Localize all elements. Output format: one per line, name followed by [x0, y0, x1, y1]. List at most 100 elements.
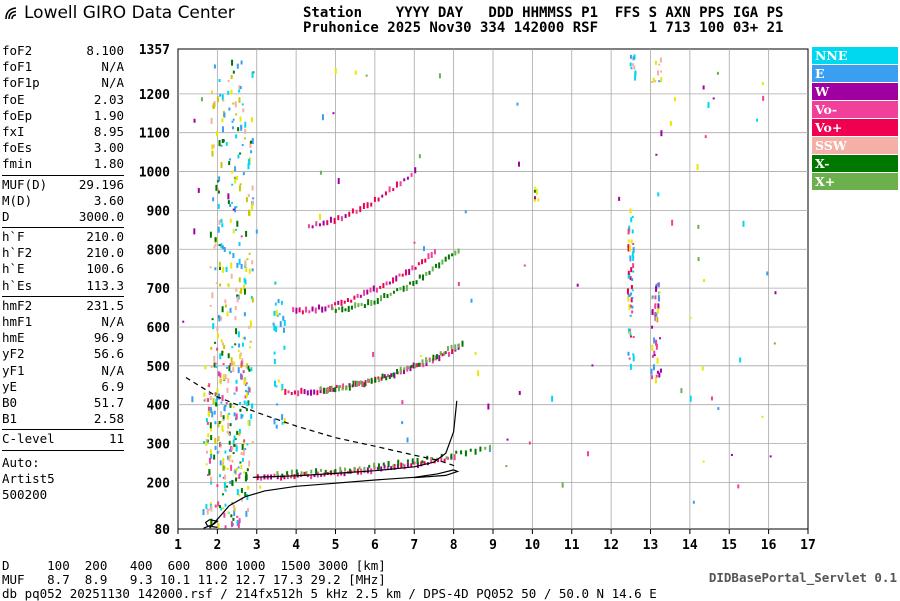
echo-point: [218, 315, 221, 322]
echo-point: [251, 260, 254, 265]
echo-trace-point: [396, 288, 399, 292]
echo-point: [651, 354, 654, 358]
y-tick-label: 300: [147, 438, 171, 453]
echo-point: [250, 367, 253, 372]
echo-point: [210, 453, 213, 459]
echo-point: [224, 503, 227, 507]
echo-point: [234, 166, 237, 172]
echo-point: [655, 153, 658, 156]
echo-point: [227, 422, 230, 429]
x-tick-label: 1: [174, 538, 182, 553]
echo-trace-point: [447, 351, 450, 357]
echo-point: [223, 345, 226, 350]
echo-trace-point: [409, 366, 412, 372]
echo-point: [248, 368, 251, 372]
echo-point: [506, 438, 509, 441]
echo-point: [219, 353, 222, 360]
echo-point: [627, 239, 630, 243]
echo-trace-point: [436, 354, 439, 360]
echo-point: [214, 421, 217, 425]
echo-point: [629, 304, 632, 308]
echo-trace-point: [344, 214, 347, 219]
echo-point: [237, 349, 240, 352]
echo-trace-point: [450, 344, 453, 349]
echo-point: [243, 471, 246, 474]
echo-point: [220, 339, 223, 343]
echo-point: [223, 246, 226, 252]
echo-point: [210, 117, 213, 124]
echo-trace-point: [293, 474, 296, 480]
param-row: C-level 11: [2, 431, 124, 447]
echo-point: [401, 421, 404, 425]
param-name: foE: [2, 91, 25, 107]
param-value: N/A: [101, 75, 124, 91]
param-separator: [2, 429, 124, 431]
echo-point: [275, 326, 278, 333]
echo-trace-point: [295, 307, 298, 314]
echo-point: [238, 473, 241, 479]
echo-point: [207, 433, 210, 438]
param-row: hmF2 231.5: [2, 298, 124, 314]
echo-trace-point: [416, 457, 419, 464]
echo-point: [633, 54, 636, 60]
y-tick-label: 600: [147, 321, 171, 336]
echo-trace-point: [402, 463, 405, 467]
echo-point: [232, 253, 235, 259]
echo-point: [235, 477, 238, 482]
echo-point: [237, 466, 240, 469]
echo-point: [240, 464, 243, 469]
echo-trace-point: [414, 167, 417, 174]
e-layer-curve: [203, 519, 219, 529]
echo-trace-point: [301, 310, 304, 315]
echo-point: [207, 398, 210, 403]
echo-trace-point: [353, 466, 356, 471]
echo-point: [221, 139, 224, 144]
echo-point: [218, 140, 221, 147]
echo-trace-point: [377, 376, 380, 380]
echo-point: [587, 451, 590, 457]
echo-point: [632, 247, 635, 254]
echo-point: [716, 71, 719, 75]
echo-point: [226, 455, 229, 460]
echo-point: [632, 355, 635, 362]
echo-trace-point: [300, 471, 303, 477]
param-separator: [2, 449, 124, 451]
echo-point: [232, 70, 235, 74]
echo-trace-point: [399, 181, 402, 187]
echo-point: [218, 505, 221, 509]
echo-trace-point: [373, 300, 376, 305]
y-tick-label: 200: [147, 476, 171, 491]
echo-point: [246, 363, 249, 368]
echo-trace-point: [427, 253, 430, 260]
echo-point: [227, 283, 230, 287]
echo-point: [236, 63, 239, 69]
echo-trace-point: [443, 351, 446, 356]
param-value: N/A: [101, 314, 124, 329]
echo-point: [215, 392, 218, 395]
param-name: fmin: [2, 156, 33, 172]
echo-point: [191, 396, 194, 403]
echo-trace-point: [440, 453, 443, 457]
echo-point: [233, 443, 236, 447]
echo-trace-point: [388, 281, 391, 285]
echo-trace-point: [381, 373, 384, 379]
echo-point: [240, 451, 243, 455]
echo-point: [235, 206, 238, 209]
echo-point: [631, 310, 634, 314]
echo-point: [274, 380, 277, 387]
echo-point: [238, 277, 241, 283]
echo-point: [217, 226, 220, 233]
echo-trace-point: [414, 363, 417, 369]
echo-trace-point: [384, 191, 387, 196]
echo-trace-point: [444, 351, 447, 355]
echo-point: [235, 287, 238, 292]
echo-point: [631, 289, 634, 292]
echo-trace-point: [421, 259, 424, 265]
echo-point: [281, 414, 284, 421]
echo-trace-point: [457, 248, 460, 254]
echo-point: [217, 436, 220, 440]
echo-trace-point: [335, 384, 338, 388]
echo-point: [212, 103, 215, 110]
echo-point: [234, 306, 237, 311]
servlet-credit: DIDBasePortal_Servlet 0.1: [708, 570, 897, 585]
